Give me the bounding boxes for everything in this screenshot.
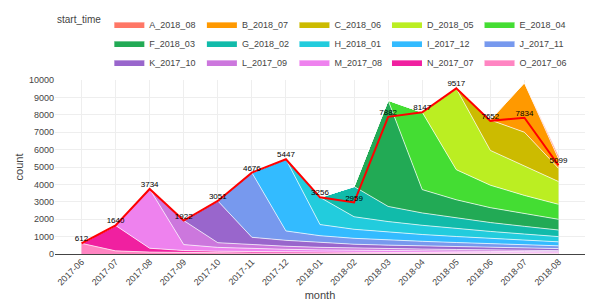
svg-text:count: count xyxy=(13,154,25,181)
svg-text:N_2017_07: N_2017_07 xyxy=(427,58,474,68)
svg-text:E_2018_04: E_2018_04 xyxy=(520,20,566,30)
svg-text:0: 0 xyxy=(49,249,54,259)
svg-text:month: month xyxy=(305,289,336,301)
svg-text:2018-03: 2018-03 xyxy=(362,257,392,287)
svg-text:5447: 5447 xyxy=(277,150,295,159)
svg-text:2018-06: 2018-06 xyxy=(465,257,495,287)
svg-text:8147: 8147 xyxy=(413,103,431,112)
svg-text:L_2017_09: L_2017_09 xyxy=(242,58,287,68)
svg-text:3000: 3000 xyxy=(34,197,54,207)
svg-text:J_2017_11: J_2017_11 xyxy=(520,39,564,49)
svg-text:4000: 4000 xyxy=(34,180,54,190)
svg-text:3256: 3256 xyxy=(311,188,329,197)
svg-text:612: 612 xyxy=(75,234,89,243)
svg-text:7652: 7652 xyxy=(481,112,499,121)
svg-text:2017-11: 2017-11 xyxy=(226,257,256,287)
svg-text:2017-12: 2017-12 xyxy=(260,257,290,287)
svg-text:2018-02: 2018-02 xyxy=(328,257,358,287)
svg-text:2017-09: 2017-09 xyxy=(158,257,188,287)
svg-text:2018-07: 2018-07 xyxy=(499,257,529,287)
svg-text:1000: 1000 xyxy=(34,232,54,242)
svg-text:G_2018_02: G_2018_02 xyxy=(242,39,289,49)
svg-text:7834: 7834 xyxy=(516,109,534,118)
svg-text:2018-04: 2018-04 xyxy=(396,257,426,287)
svg-text:O_2017_06: O_2017_06 xyxy=(520,58,567,68)
svg-text:A_2018_08: A_2018_08 xyxy=(149,20,195,30)
svg-text:C_2018_06: C_2018_06 xyxy=(334,20,381,30)
svg-text:2018-01: 2018-01 xyxy=(294,257,324,287)
svg-text:4676: 4676 xyxy=(243,164,261,173)
svg-text:9000: 9000 xyxy=(34,93,54,103)
svg-text:1640: 1640 xyxy=(107,216,125,225)
svg-text:6000: 6000 xyxy=(34,145,54,155)
svg-text:M_2017_08: M_2017_08 xyxy=(334,58,382,68)
svg-text:F_2018_03: F_2018_03 xyxy=(149,39,195,49)
svg-text:5099: 5099 xyxy=(550,156,568,165)
svg-text:7000: 7000 xyxy=(34,127,54,137)
svg-text:8000: 8000 xyxy=(34,110,54,120)
svg-text:10000: 10000 xyxy=(29,75,54,85)
svg-text:2017-10: 2017-10 xyxy=(192,257,222,287)
svg-text:2017-08: 2017-08 xyxy=(124,257,154,287)
svg-text:start_time: start_time xyxy=(57,14,101,25)
svg-text:D_2018_05: D_2018_05 xyxy=(427,20,474,30)
svg-text:2017-07: 2017-07 xyxy=(90,257,120,287)
svg-text:3051: 3051 xyxy=(209,192,227,201)
svg-text:K_2017_10: K_2017_10 xyxy=(149,58,195,68)
svg-text:1922: 1922 xyxy=(175,212,193,221)
svg-text:2000: 2000 xyxy=(34,214,54,224)
svg-text:7882: 7882 xyxy=(379,108,397,117)
svg-text:2018-08: 2018-08 xyxy=(533,257,563,287)
svg-text:5000: 5000 xyxy=(34,162,54,172)
svg-text:2959: 2959 xyxy=(345,194,363,203)
svg-text:9517: 9517 xyxy=(447,79,465,88)
svg-text:H_2018_01: H_2018_01 xyxy=(334,39,381,49)
svg-text:I_2017_12: I_2017_12 xyxy=(427,39,470,49)
svg-text:2018-05: 2018-05 xyxy=(430,257,460,287)
svg-text:B_2018_07: B_2018_07 xyxy=(242,20,288,30)
svg-text:3734: 3734 xyxy=(141,180,159,189)
svg-text:2017-06: 2017-06 xyxy=(56,257,86,287)
